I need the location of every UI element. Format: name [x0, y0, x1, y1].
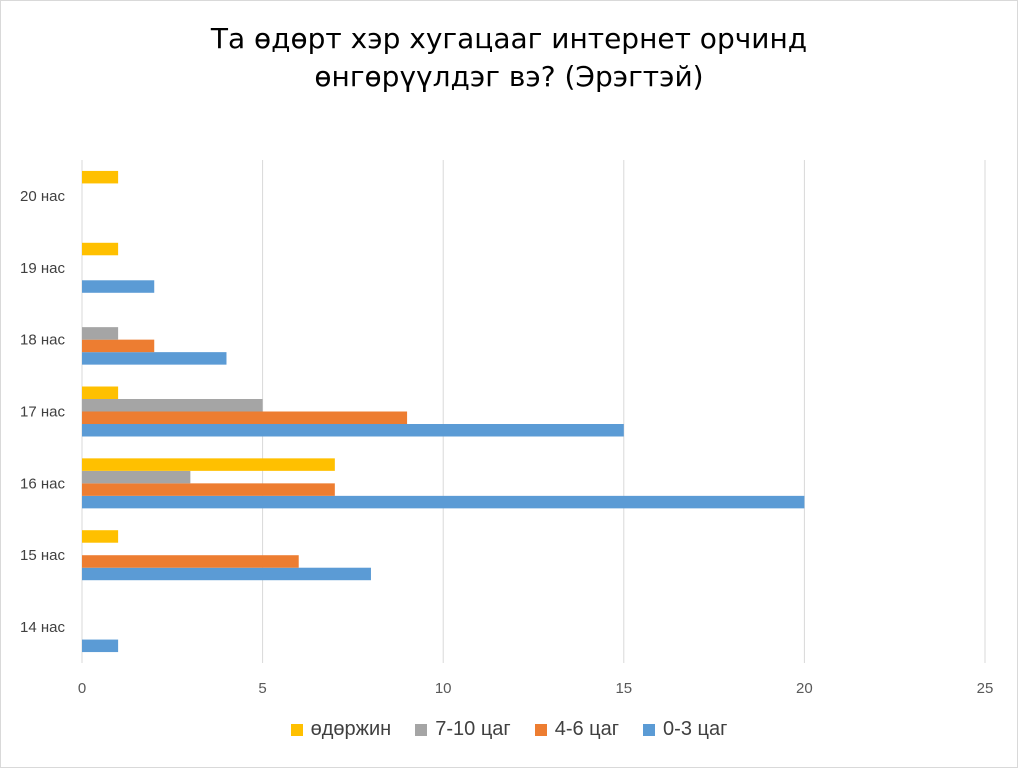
legend-label: 0-3 цаг	[663, 718, 728, 740]
bar	[82, 327, 119, 340]
legend-swatch	[643, 723, 656, 736]
chart-title-line-1: Та өдөрт хэр хугацааг интернет орчинд	[210, 22, 808, 55]
bar	[82, 170, 119, 184]
bar	[82, 567, 371, 581]
x-tick-label: 25	[977, 680, 994, 697]
chart-title-line-2: өнгөрүүлдэг вэ? (Эрэгтэй)	[314, 60, 704, 93]
bar	[82, 339, 155, 353]
x-tick-label: 5	[258, 680, 266, 697]
legend-item: 0-3 цаг	[643, 718, 727, 741]
bar	[82, 424, 624, 437]
legend-swatch	[290, 723, 303, 736]
x-tick-label: 20	[796, 680, 813, 697]
bar	[82, 470, 191, 484]
y-category-label: 16 нас	[20, 475, 65, 492]
bar	[82, 530, 119, 543]
bar	[82, 639, 119, 653]
bar	[82, 352, 227, 365]
y-category-label: 20 нас	[20, 188, 65, 205]
bar	[82, 399, 263, 412]
y-category-label: 17 нас	[20, 404, 65, 421]
y-category-label: 19 нас	[20, 260, 65, 277]
legend-swatch	[415, 723, 428, 736]
legend-item: 4-6 цаг	[534, 718, 620, 741]
chart-legend: өдөржин 7-10 цаг 4-6 цаг 0-3 цаг	[0, 718, 1018, 741]
bar	[82, 386, 119, 399]
legend-label: 4-6 цаг	[554, 718, 620, 740]
legend-label: 7-10 цаг	[435, 718, 511, 740]
x-tick-label: 15	[615, 680, 632, 697]
legend-item: 7-10 цаг	[415, 718, 511, 741]
bar	[82, 242, 119, 256]
chart-title: Та өдөрт хэр хугацааг интернет орчинд өн…	[0, 20, 1018, 96]
legend-swatch	[534, 723, 547, 736]
y-category-label: 18 нас	[20, 332, 65, 349]
bar	[82, 555, 299, 568]
bar	[82, 495, 805, 509]
bar	[82, 458, 335, 471]
legend-label: өдөржин	[310, 718, 392, 740]
x-tick-label: 0	[78, 680, 86, 697]
bar	[82, 280, 155, 293]
legend-item: өдөржин	[290, 718, 392, 741]
x-tick-label: 10	[435, 680, 452, 697]
y-category-label: 14 нас	[20, 619, 65, 636]
bar	[82, 483, 335, 496]
bar	[82, 411, 408, 424]
y-category-label: 15 нас	[20, 547, 65, 564]
